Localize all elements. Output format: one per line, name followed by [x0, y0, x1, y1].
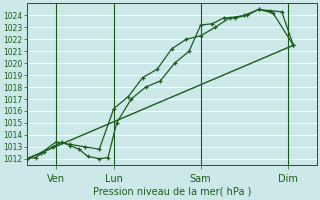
X-axis label: Pression niveau de la mer( hPa ): Pression niveau de la mer( hPa ) [92, 187, 251, 197]
